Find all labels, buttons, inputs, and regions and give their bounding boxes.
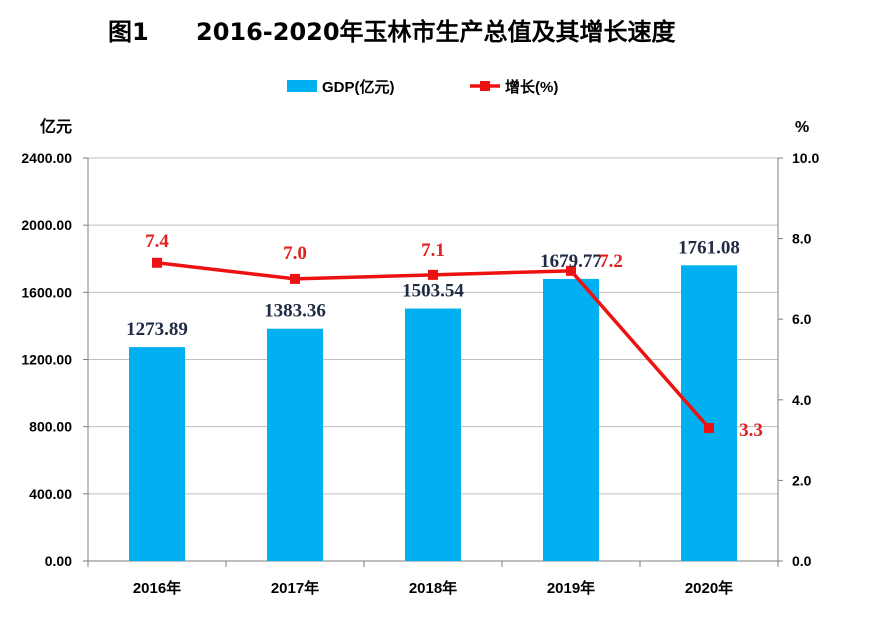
- growth-marker: [566, 265, 576, 276]
- y-left-tick-label: 0.00: [45, 553, 72, 569]
- legend-line-label: 增长(%): [505, 78, 558, 96]
- bar: [681, 265, 737, 561]
- y-left-tick-label: 1200.00: [21, 352, 72, 368]
- bar: [405, 308, 461, 561]
- bar: [543, 278, 599, 561]
- chart-title: 图1 2016-2020年玉林市生产总值及其增长速度: [0, 6, 880, 50]
- bar-data-label: 1273.89: [126, 319, 188, 340]
- bar-data-label: 1761.08: [678, 237, 740, 258]
- y-left-unit: 亿元: [40, 117, 72, 136]
- x-tick-label: 2018年: [409, 579, 457, 597]
- y-left-tick-label: 2000.00: [21, 217, 72, 233]
- line-data-label: 7.4: [145, 231, 169, 252]
- line-data-label: 3.3: [739, 420, 763, 441]
- bar-data-label: 1503.54: [402, 281, 464, 302]
- x-tick-label: 2016年: [133, 579, 181, 597]
- x-tick-label: 2020年: [685, 579, 733, 597]
- line-data-label: 7.0: [283, 243, 307, 264]
- growth-marker: [290, 273, 300, 284]
- y-left-tick-label: 2400.00: [21, 150, 72, 166]
- legend-bar-label: GDP(亿元): [322, 78, 395, 96]
- figure-title: 2016-2020年玉林市生产总值及其增长速度: [196, 18, 676, 46]
- y-left-tick-label: 400.00: [29, 486, 72, 502]
- y-right-tick-label: 2.0: [792, 472, 812, 488]
- legend-line-marker: [480, 81, 490, 91]
- bar-data-label: 1383.36: [264, 301, 326, 322]
- y-right-unit: %: [795, 119, 809, 136]
- legend-bar-swatch: [287, 80, 317, 92]
- y-left-tick-label: 800.00: [29, 419, 72, 435]
- y-right-tick-label: 10.0: [792, 150, 819, 166]
- bar: [267, 328, 323, 561]
- y-right-tick-label: 6.0: [792, 311, 812, 327]
- y-right-tick-label: 4.0: [792, 392, 812, 408]
- bar-data-label: 1679.77: [540, 251, 602, 272]
- y-left-tick-label: 1600.00: [21, 284, 72, 300]
- line-data-label: 7.2: [599, 251, 623, 272]
- growth-marker: [152, 257, 162, 268]
- figure-number: 图1: [108, 18, 149, 46]
- x-tick-label: 2017年: [271, 579, 319, 597]
- growth-marker: [428, 269, 438, 280]
- x-tick-label: 2019年: [547, 579, 595, 597]
- growth-marker: [704, 423, 714, 434]
- line-data-label: 7.1: [421, 240, 445, 261]
- y-right-tick-label: 0.0: [792, 553, 812, 569]
- y-right-tick-label: 8.0: [792, 231, 812, 247]
- bar: [129, 347, 185, 561]
